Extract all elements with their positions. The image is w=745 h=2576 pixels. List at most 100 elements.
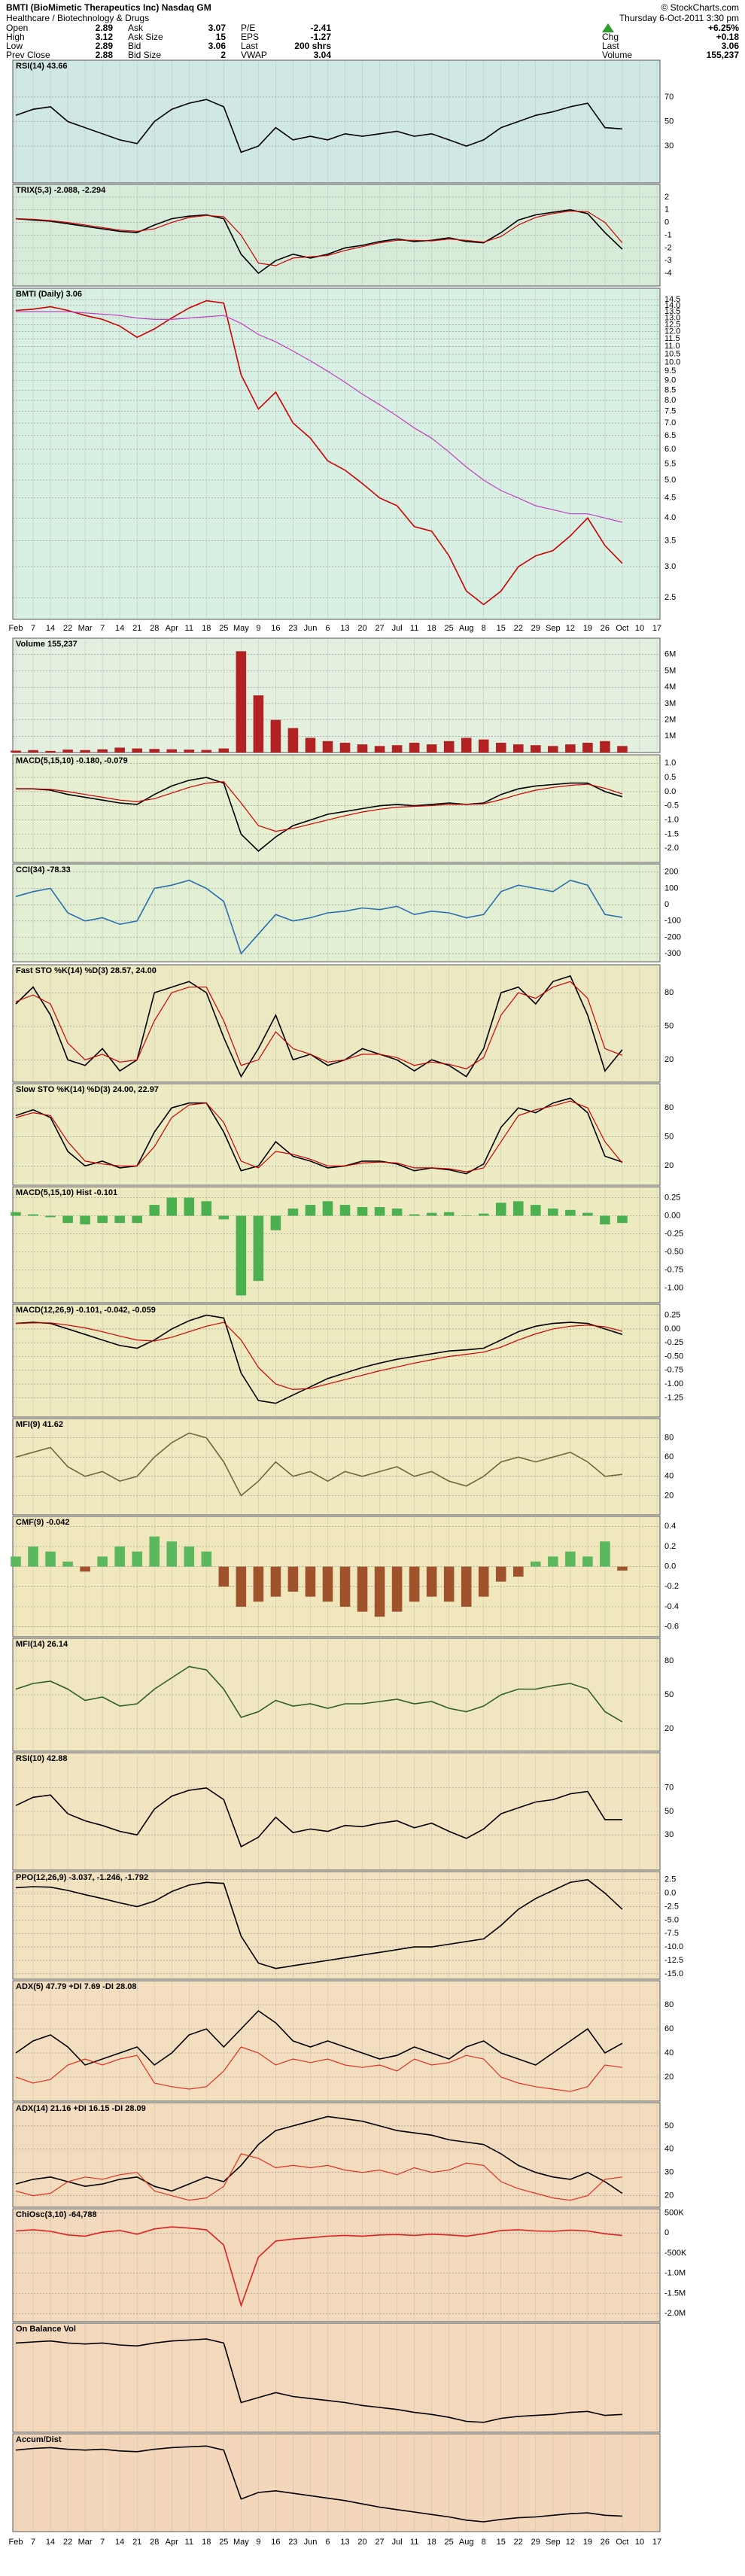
series-line [15, 2338, 622, 2423]
x-tick-label: Mar [78, 2538, 93, 2547]
y-tick-label: 0.4 [664, 1522, 676, 1531]
y-tick-label: 50 [664, 1133, 674, 1142]
y-tick-label: 80 [664, 988, 674, 997]
series-line [15, 2115, 623, 2194]
y-tick-label: 500K [664, 2208, 684, 2217]
x-tick-label: 26 [601, 2538, 610, 2547]
y-tick-label: 80 [664, 1656, 674, 1665]
bar [149, 1536, 160, 1567]
bar [305, 738, 316, 753]
bar [218, 748, 230, 753]
quote-value: 2 [220, 50, 226, 60]
series-line [15, 2046, 622, 2092]
bar [45, 750, 56, 753]
series-line [16, 311, 623, 523]
series-line [15, 210, 623, 266]
header-bg [0, 0, 745, 59]
bar [548, 746, 558, 753]
x-tick-label: 25 [219, 624, 228, 633]
quote-label: Last [241, 41, 258, 51]
quote-value: -2.41 [311, 23, 332, 33]
panel-title: MFI(14) 26.14 [16, 1640, 68, 1649]
y-tick-label: -1.0 [664, 815, 679, 824]
bar [45, 1215, 56, 1218]
y-tick-label: -100 [664, 917, 681, 926]
panel-title: On Balance Vol [16, 2325, 76, 2334]
y-tick-label: -2.5 [664, 1902, 679, 1911]
y-tick-label: -2.0 [664, 844, 679, 853]
bar [374, 1566, 385, 1617]
y-tick-label: 2.5 [664, 1875, 676, 1884]
bar [391, 1566, 403, 1612]
y-tick-label: 30 [664, 1830, 674, 1839]
series-line [15, 879, 623, 955]
bar [582, 742, 593, 753]
x-tick-label: 17 [652, 624, 661, 633]
panel-background [12, 1871, 661, 1980]
x-tick-label: Sep [546, 624, 561, 633]
y-tick-label: -10.0 [664, 1942, 683, 1951]
panel-title: Fast STO %K(14) %D(3) 28.57, 24.00 [16, 966, 157, 975]
x-tick-label: 14 [115, 624, 124, 633]
y-tick-label: 14.5 [664, 295, 680, 304]
y-tick-label: 1.0 [664, 759, 676, 768]
bar [253, 695, 264, 753]
panel-background [12, 754, 661, 863]
bar [236, 651, 247, 753]
x-tick-label: 16 [271, 624, 280, 633]
series-line [15, 1665, 623, 1723]
bar [600, 741, 610, 753]
y-tick-label: 0.2 [664, 1542, 676, 1551]
series-line [15, 1787, 622, 1848]
x-tick-label: 25 [445, 624, 454, 633]
panel-background [12, 2208, 661, 2322]
y-tick-label: -0.6 [664, 1623, 679, 1632]
quote-label: Open [6, 23, 28, 33]
bar [132, 1215, 142, 1224]
panel-title: CMF(9) -0.042 [16, 1518, 70, 1527]
bar [114, 1215, 125, 1224]
bar [236, 1215, 247, 1296]
y-tick-label: 0.00 [664, 1211, 680, 1220]
y-tick-label: 50 [664, 1807, 674, 1816]
y-tick-label: 9.5 [664, 366, 676, 376]
panel-background [12, 2102, 661, 2208]
bar [461, 1215, 472, 1216]
bar [305, 1205, 316, 1216]
x-tick-label: 21 [132, 2538, 141, 2547]
x-tick-label: Sep [546, 2538, 561, 2547]
x-tick-label: Feb [9, 2538, 23, 2547]
panel-background [12, 1516, 661, 1638]
x-tick-label: 23 [288, 2538, 297, 2547]
y-tick-label: 4.0 [664, 513, 676, 522]
y-tick-label: 3M [664, 699, 676, 708]
y-tick-label: -1.5 [664, 829, 679, 838]
bar [166, 1541, 178, 1567]
bar [512, 1566, 524, 1577]
bar [322, 741, 333, 753]
series-line [16, 777, 623, 852]
quote-label: High [6, 32, 25, 42]
y-tick-label: 100 [664, 884, 678, 893]
x-tick-label: 12 [566, 2538, 575, 2547]
y-tick-label: 40 [664, 1472, 674, 1481]
bar [149, 1205, 160, 1216]
x-tick-label: Oct [616, 2538, 628, 2547]
bar [114, 747, 125, 753]
x-tick-label: Oct [616, 624, 628, 633]
bar [374, 1206, 385, 1216]
bar [201, 750, 212, 753]
bar [374, 746, 385, 753]
y-tick-label: 0.0 [664, 1562, 676, 1571]
x-tick-label: 20 [357, 624, 366, 633]
series-line [15, 2009, 623, 2067]
x-tick-label: 22 [63, 624, 72, 633]
x-tick-label: 6 [325, 2538, 330, 2547]
bar [426, 1212, 437, 1216]
panel-title: RSI(10) 42.88 [16, 1754, 67, 1763]
y-tick-label: -0.25 [664, 1229, 683, 1238]
y-tick-label: 0 [664, 900, 669, 909]
bar [97, 749, 108, 753]
y-tick-label: -1.0M [664, 2269, 686, 2278]
